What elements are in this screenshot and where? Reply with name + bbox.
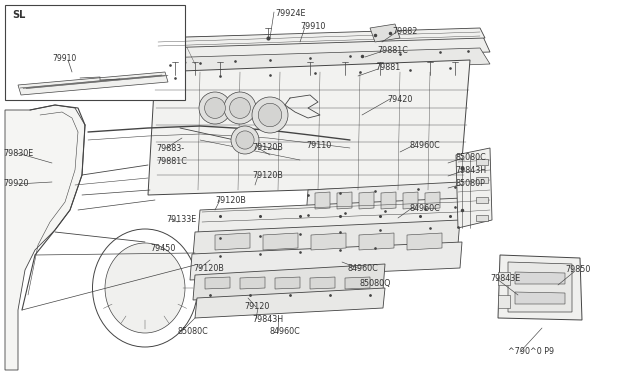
Text: 79843E: 79843E — [490, 274, 520, 283]
Text: 79910: 79910 — [300, 22, 325, 31]
Polygon shape — [205, 277, 230, 289]
Polygon shape — [476, 159, 488, 165]
Polygon shape — [345, 277, 370, 289]
Polygon shape — [155, 28, 485, 48]
Circle shape — [224, 92, 256, 124]
Text: 79120B: 79120B — [252, 143, 283, 152]
Polygon shape — [215, 233, 250, 250]
Text: 79843H: 79843H — [455, 166, 486, 175]
Text: SL: SL — [12, 10, 26, 20]
Bar — [5, 5, 185, 100]
Polygon shape — [311, 233, 346, 250]
Text: 79420: 79420 — [387, 95, 412, 104]
Text: 79883-: 79883- — [156, 144, 184, 153]
Text: 79120: 79120 — [244, 302, 269, 311]
Circle shape — [259, 103, 282, 127]
Polygon shape — [359, 233, 394, 250]
Text: 79910: 79910 — [52, 54, 76, 63]
Polygon shape — [5, 105, 85, 370]
Polygon shape — [310, 277, 335, 289]
Text: 85080Q: 85080Q — [360, 279, 392, 288]
Polygon shape — [18, 72, 168, 95]
Text: 79133E: 79133E — [166, 215, 196, 224]
Polygon shape — [195, 288, 385, 318]
Text: 79843H: 79843H — [252, 315, 283, 324]
Polygon shape — [193, 264, 385, 300]
Text: 84960C: 84960C — [348, 264, 379, 273]
Text: 79450: 79450 — [150, 244, 175, 253]
Circle shape — [252, 97, 288, 133]
Text: 79881C: 79881C — [377, 46, 408, 55]
Text: 84960C: 84960C — [410, 141, 441, 150]
Polygon shape — [263, 233, 298, 250]
Ellipse shape — [93, 229, 198, 347]
Circle shape — [199, 92, 231, 124]
Polygon shape — [498, 272, 510, 285]
Text: 85080P: 85080P — [455, 179, 485, 188]
Text: 84960C: 84960C — [410, 204, 441, 213]
Polygon shape — [476, 177, 488, 183]
Circle shape — [231, 126, 259, 154]
Polygon shape — [359, 192, 374, 209]
Polygon shape — [425, 192, 440, 209]
Polygon shape — [498, 255, 582, 320]
Circle shape — [230, 97, 250, 118]
Text: 79110: 79110 — [306, 141, 332, 150]
Polygon shape — [403, 192, 418, 209]
Text: 84960C: 84960C — [270, 327, 301, 336]
Polygon shape — [407, 233, 442, 250]
Text: 79881: 79881 — [375, 63, 400, 72]
Text: 79120B: 79120B — [193, 264, 224, 273]
Text: 85080C: 85080C — [455, 153, 486, 162]
Polygon shape — [275, 277, 300, 289]
Polygon shape — [240, 277, 265, 289]
Ellipse shape — [105, 243, 185, 333]
Polygon shape — [498, 295, 510, 308]
Polygon shape — [198, 198, 462, 234]
Polygon shape — [515, 292, 565, 304]
Text: 79924E: 79924E — [275, 9, 305, 18]
Polygon shape — [515, 272, 565, 284]
Text: 79920: 79920 — [3, 179, 29, 188]
Polygon shape — [193, 220, 460, 256]
Text: 85080C: 85080C — [177, 327, 208, 336]
Polygon shape — [476, 215, 488, 221]
Polygon shape — [337, 192, 352, 209]
Circle shape — [236, 131, 254, 149]
Polygon shape — [508, 262, 572, 312]
Circle shape — [205, 97, 225, 118]
Polygon shape — [148, 60, 470, 195]
Text: 79881C: 79881C — [156, 157, 187, 166]
Text: 79120B: 79120B — [252, 171, 283, 180]
Polygon shape — [456, 148, 492, 228]
Polygon shape — [476, 197, 488, 203]
Polygon shape — [315, 192, 330, 209]
Text: 79120B: 79120B — [215, 196, 246, 205]
Polygon shape — [370, 24, 400, 42]
Text: 79850: 79850 — [565, 265, 590, 274]
Text: ^790^0 P9: ^790^0 P9 — [508, 347, 554, 356]
Polygon shape — [381, 192, 396, 209]
Text: 79830E: 79830E — [3, 149, 33, 158]
Polygon shape — [190, 242, 462, 280]
Text: 79882: 79882 — [392, 27, 417, 36]
Polygon shape — [306, 182, 460, 218]
Polygon shape — [158, 48, 490, 76]
Polygon shape — [158, 30, 490, 62]
